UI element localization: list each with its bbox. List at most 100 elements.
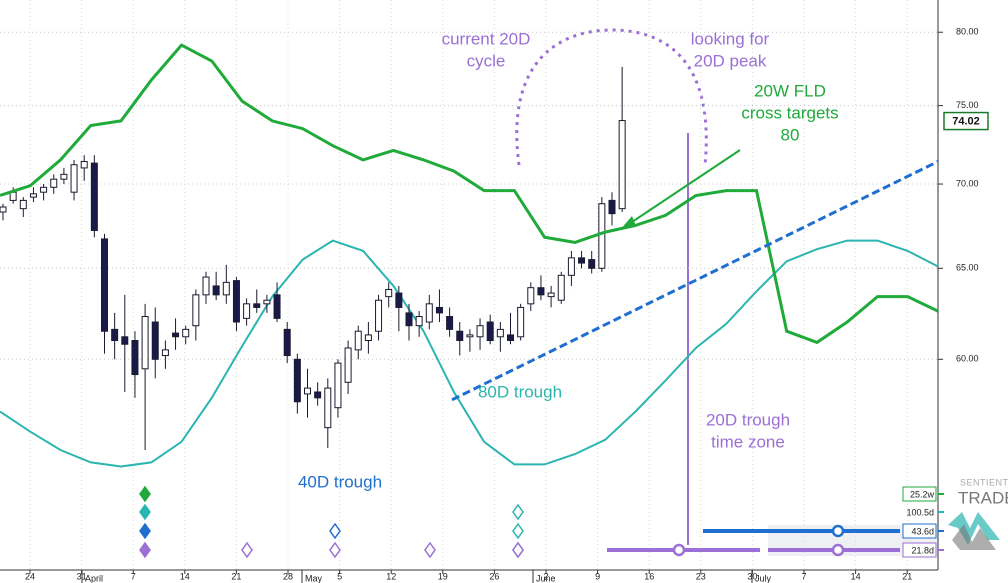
series-line [451, 160, 939, 402]
month-label: May [305, 573, 323, 583]
candle-body [90, 162, 98, 231]
candle-body [314, 391, 322, 399]
x-tick-label: 28 [283, 571, 293, 581]
projection-point [831, 543, 845, 557]
cycle-label: 21.8d [911, 545, 934, 555]
cycle-marker [139, 485, 151, 503]
candle-body [202, 276, 210, 296]
x-tick-label: 21 [902, 571, 912, 581]
logo-large: TRADER [958, 488, 1008, 507]
logo-small: SENTIENT [960, 477, 1008, 487]
candle-body [435, 306, 443, 314]
x-tick-label: 14 [851, 571, 861, 581]
candle-body [273, 294, 281, 319]
annotation: 80 [781, 125, 800, 144]
candle-body [172, 332, 180, 338]
candle-body [232, 280, 240, 323]
candle-body [456, 330, 464, 342]
y-tick-label: 60.00 [956, 354, 979, 364]
series-line [0, 43, 939, 345]
cycle-label-box [902, 523, 937, 539]
candle-body [253, 303, 261, 308]
cycle-label: 25.2w [910, 489, 935, 499]
candle-body [364, 334, 372, 342]
projection-point [672, 543, 686, 557]
annotation: looking for [691, 29, 770, 48]
cycle-marker [241, 541, 253, 559]
candle-body [334, 362, 342, 409]
x-tick-label: 23 [696, 571, 706, 581]
annotation: 20D peak [694, 51, 767, 70]
annotation: time zone [711, 432, 785, 451]
cycle-marker [512, 522, 524, 540]
logo-mark [948, 512, 1000, 545]
month-label: July [755, 573, 772, 583]
fld-arrowhead [620, 216, 636, 230]
annotation: current 20D [442, 29, 531, 48]
candle-body [101, 238, 108, 332]
candle-body [263, 299, 271, 305]
candle-body [557, 274, 565, 301]
candle-body [121, 336, 129, 345]
candle-body [222, 281, 230, 296]
candle-body [578, 257, 586, 264]
x-tick-label: 19 [438, 571, 448, 581]
logo-mark [952, 524, 996, 550]
candle-body [425, 303, 433, 323]
candle-body [304, 387, 311, 395]
annotation: 40D trough [298, 472, 382, 491]
candle-body [161, 349, 169, 357]
x-tick-label: 26 [489, 571, 499, 581]
x-tick-label: 7 [801, 571, 806, 581]
cycle-marker [329, 541, 341, 559]
y-tick-label: 65.00 [956, 263, 979, 273]
candle-body [0, 206, 7, 213]
candle-body [476, 325, 484, 338]
candle-body [567, 257, 575, 276]
x-tick-label: 16 [644, 571, 654, 581]
candle-body [19, 199, 27, 210]
projection-point [831, 524, 845, 538]
candle-body [517, 306, 525, 338]
candle-body [496, 328, 504, 338]
cycle-label-box [902, 542, 937, 558]
candle-body [60, 173, 68, 180]
last-price-box [943, 111, 989, 131]
candle-body [111, 328, 119, 342]
candle-body [415, 316, 423, 327]
candle-body [344, 347, 352, 383]
cycle-marker [139, 522, 151, 540]
annotation: cycle [467, 51, 506, 70]
candle-body [29, 193, 37, 198]
candle-body [527, 287, 535, 305]
y-tick-label: 75.00 [956, 100, 979, 110]
last-price-label: 74.02 [952, 115, 980, 127]
candle-body [50, 178, 58, 188]
cycle-marker [329, 522, 341, 540]
candle-body [354, 330, 362, 351]
month-label: June [536, 573, 556, 583]
cycle-label-box [902, 486, 937, 502]
candle-body [283, 328, 291, 357]
candle-body [466, 334, 474, 338]
cycle-label: 43.6d [911, 526, 934, 536]
candle-body [293, 358, 301, 403]
y-tick-label: 70.00 [956, 178, 979, 188]
candle-body [131, 340, 139, 376]
candle-body [405, 312, 413, 327]
series-line [0, 239, 939, 468]
x-tick-label: 12 [386, 571, 396, 581]
annotation: 20D trough [706, 410, 790, 429]
x-tick-label: 7 [131, 571, 136, 581]
x-tick-label: 21 [231, 571, 241, 581]
candle-body [151, 321, 159, 360]
candle-body [598, 203, 606, 269]
cycle-label: 100.5d [906, 507, 934, 517]
candle-body [588, 259, 596, 269]
annotation: cross targets [741, 103, 838, 122]
candle-body [192, 294, 200, 327]
annotation: 20W FLD [754, 81, 826, 100]
candle-body [537, 287, 545, 296]
candle-body [70, 164, 78, 193]
candle-body [608, 199, 616, 215]
